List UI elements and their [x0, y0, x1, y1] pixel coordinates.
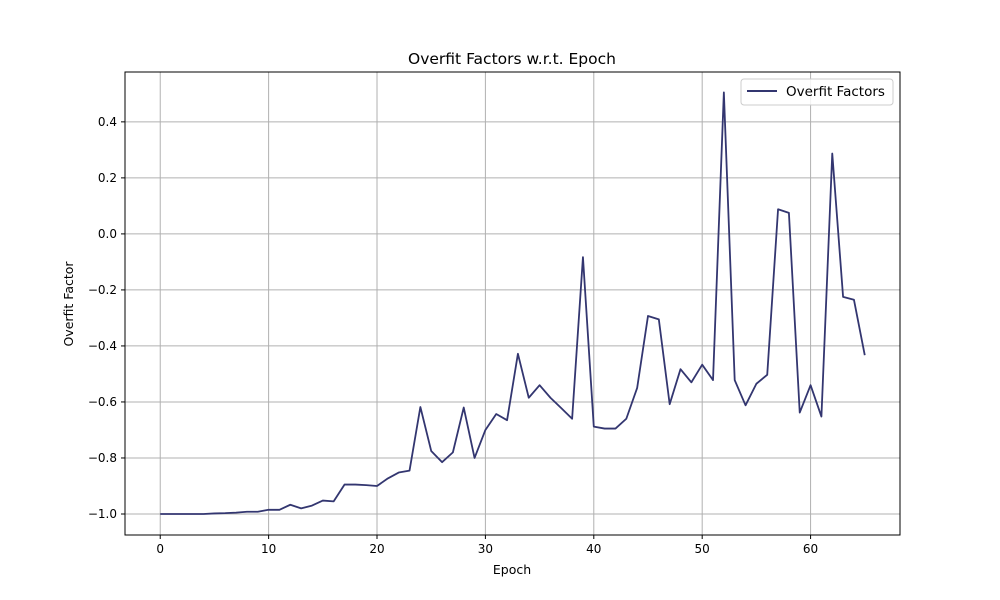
- y-tick-label: −0.4: [88, 339, 117, 353]
- x-tick-label: 30: [478, 542, 493, 556]
- x-tick-label: 60: [803, 542, 818, 556]
- legend: Overfit Factors: [741, 79, 893, 105]
- chart-title: Overfit Factors w.r.t. Epoch: [408, 50, 616, 68]
- legend-label: Overfit Factors: [786, 84, 885, 100]
- y-tick-label: −0.6: [88, 395, 117, 409]
- x-tick-label: 0: [156, 542, 164, 556]
- x-tick-label: 10: [261, 542, 276, 556]
- y-tick-label: −1.0: [88, 507, 117, 521]
- y-tick-label: −0.2: [88, 283, 117, 297]
- x-tick-label: 40: [586, 542, 601, 556]
- y-axis-label: Overfit Factor: [61, 261, 76, 347]
- y-tick-label: 0.4: [98, 115, 117, 129]
- x-axis-label: Epoch: [493, 562, 531, 577]
- y-tick-label: 0.2: [98, 171, 117, 185]
- y-tick-label: −0.8: [88, 451, 117, 465]
- y-tick-label: 0.0: [98, 227, 117, 241]
- x-tick-label: 50: [695, 542, 710, 556]
- x-tick-label: 20: [369, 542, 384, 556]
